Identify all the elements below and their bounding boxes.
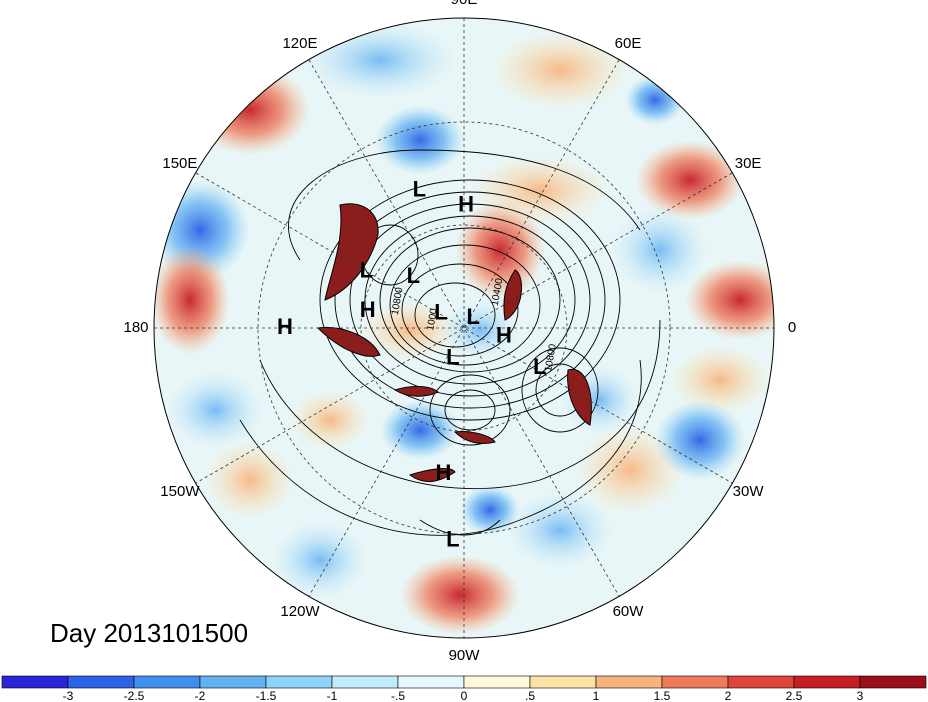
colorbar-tick-label: -2.5 — [124, 689, 145, 702]
colorbar-swatch — [133, 675, 201, 689]
map-boundary — [153, 17, 775, 639]
colorbar-tick-label: -.5 — [391, 689, 405, 702]
colorbar-tick-label: 0 — [461, 689, 468, 702]
colorbar-swatch — [199, 675, 267, 689]
contour-value-label: 1000 — [425, 307, 440, 331]
graticule — [154, 18, 774, 638]
colorbar-tick-label: -3 — [63, 689, 74, 702]
high-pressure-label: H — [435, 460, 451, 485]
longitude-label: 180 — [123, 319, 148, 336]
colorbar-swatch — [463, 675, 531, 689]
colorbar-tick-label: -2 — [195, 689, 206, 702]
low-pressure-label: L — [407, 263, 420, 288]
contour-value-label: 10400 — [490, 277, 506, 307]
anomaly-field — [154, 18, 774, 638]
contour-labels: 10800 10800 10400 1000 — [390, 277, 559, 373]
colorbar-swatch — [265, 675, 333, 689]
colorbar-tick-label: 1.5 — [654, 689, 671, 702]
low-pressure-label: L — [446, 344, 459, 369]
colorbar-swatch — [859, 675, 927, 689]
colorbar-swatch — [1, 675, 69, 689]
low-pressure-label: L — [360, 257, 373, 282]
longitude-label: 150W — [160, 483, 200, 500]
colorbar-tick-label: 1 — [593, 689, 600, 702]
longitude-label: 60E — [615, 35, 642, 52]
colorbar-tick-label: -1.5 — [256, 689, 277, 702]
colorbar-swatch — [727, 675, 795, 689]
high-pressure-label: H — [496, 322, 512, 347]
longitude-label: 60W — [613, 603, 645, 620]
colorbar-tick-label: 2 — [725, 689, 732, 702]
high-pressure-label: H — [277, 314, 293, 339]
low-pressure-label: L — [434, 299, 447, 324]
colorbar-swatch — [67, 675, 135, 689]
low-pressure-label: L — [413, 176, 426, 201]
high-pressure-label: H — [458, 192, 474, 217]
low-pressure-label: L — [533, 354, 546, 379]
longitude-label: 120W — [280, 603, 320, 620]
longitude-label: 30W — [733, 483, 765, 500]
colorbar-swatch — [397, 675, 465, 689]
longitude-label: 90E — [451, 0, 478, 8]
low-pressure-label: L — [466, 304, 479, 329]
longitude-label: 0 — [788, 319, 796, 336]
colorbar-swatch — [331, 675, 399, 689]
colorbar-swatch — [595, 675, 663, 689]
longitude-labels: 90E 60E 30E 0 30W 60W 90W 120W 150W 180 150E 120E — [123, 0, 796, 664]
colorbar-swatch — [529, 675, 597, 689]
longitude-label: 120E — [282, 35, 317, 52]
low-pressure-label: L — [446, 527, 459, 552]
colorbar-tick-label: -1 — [327, 689, 338, 702]
longitude-label: 150E — [162, 155, 197, 172]
longitude-label: 30E — [735, 155, 762, 172]
colorbar-swatch — [793, 675, 861, 689]
colorbar: -3 -2.5 -2 -1.5 -1 -.5 0 .5 1 1.5 2 2.5 3 — [1, 675, 927, 702]
contour-value-label: 10800 — [390, 286, 406, 316]
colorbar-swatch — [661, 675, 729, 689]
colorbar-tick-label: 2.5 — [786, 689, 803, 702]
contour-value-label: 10800 — [543, 343, 559, 373]
longitude-label: 90W — [449, 647, 481, 664]
colorbar-tick-label: 3 — [857, 689, 864, 702]
high-pressure-label: H — [360, 297, 376, 322]
colorbar-tick-label: .5 — [525, 689, 535, 702]
jet-streaks — [316, 203, 592, 483]
date-label: Day 2013101500 — [50, 618, 249, 648]
